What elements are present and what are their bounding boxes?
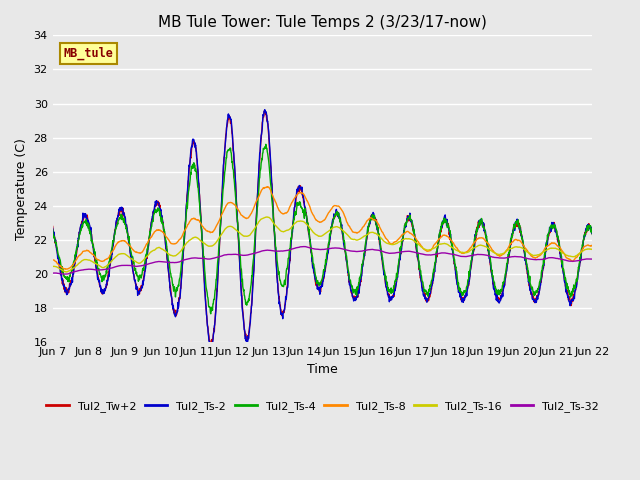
Tul2_Ts-32: [299, 244, 307, 250]
Tul2_Tw+2: [356, 278, 364, 284]
Tul2_Ts-32: [300, 244, 308, 250]
Tul2_Ts-16: [113, 253, 120, 259]
Tul2_Tw+2: [589, 231, 596, 237]
Tul2_Ts-2: [356, 277, 364, 283]
Line: Tul2_Ts-2: Tul2_Ts-2: [52, 109, 593, 349]
Tul2_Tw+2: [290, 217, 298, 223]
Line: Tul2_Tw+2: Tul2_Tw+2: [52, 111, 593, 345]
Tul2_Ts-2: [278, 312, 286, 318]
Tul2_Tw+2: [278, 311, 286, 317]
Tul2_Ts-4: [91, 251, 99, 257]
Tul2_Tw+2: [300, 194, 307, 200]
Tul2_Ts-4: [113, 223, 120, 229]
Tul2_Ts-4: [290, 218, 298, 224]
Tul2_Ts-32: [589, 256, 596, 262]
Tul2_Ts-16: [91, 260, 99, 266]
Tul2_Tw+2: [91, 252, 99, 258]
Line: Tul2_Ts-32: Tul2_Ts-32: [52, 247, 593, 274]
Tul2_Ts-16: [356, 236, 364, 241]
Tul2_Ts-2: [207, 346, 214, 352]
Tul2_Ts-8: [263, 184, 271, 190]
Tul2_Tw+2: [207, 342, 215, 348]
Tul2_Ts-8: [49, 257, 56, 263]
Tul2_Ts-4: [278, 283, 286, 289]
Tul2_Ts-2: [49, 226, 56, 231]
Tul2_Ts-8: [62, 266, 70, 272]
Tul2_Ts-8: [113, 241, 120, 247]
Tul2_Ts-32: [49, 270, 56, 276]
Tul2_Ts-4: [207, 311, 214, 317]
Line: Tul2_Ts-8: Tul2_Ts-8: [52, 187, 593, 269]
Tul2_Ts-16: [49, 264, 56, 269]
Tul2_Ts-2: [290, 213, 298, 219]
Text: MB_tule: MB_tule: [63, 47, 113, 60]
X-axis label: Time: Time: [307, 362, 338, 375]
Tul2_Ts-16: [589, 247, 596, 252]
Tul2_Tw+2: [260, 108, 268, 114]
Line: Tul2_Ts-4: Tul2_Ts-4: [52, 144, 593, 314]
Tul2_Ts-8: [91, 254, 99, 260]
Tul2_Ts-2: [113, 217, 120, 223]
Tul2_Ts-16: [264, 214, 271, 220]
Title: MB Tule Tower: Tule Temps 2 (3/23/17-now): MB Tule Tower: Tule Temps 2 (3/23/17-now…: [158, 15, 487, 30]
Tul2_Ts-2: [91, 253, 99, 259]
Tul2_Ts-4: [300, 207, 307, 213]
Tul2_Ts-8: [589, 242, 596, 248]
Tul2_Ts-16: [300, 219, 307, 225]
Tul2_Ts-32: [60, 271, 67, 277]
Tul2_Ts-32: [278, 248, 286, 254]
Tul2_Ts-2: [261, 107, 269, 112]
Tul2_Ts-32: [91, 267, 99, 273]
Tul2_Ts-8: [278, 211, 286, 216]
Tul2_Ts-8: [300, 191, 307, 197]
Legend: Tul2_Tw+2, Tul2_Ts-2, Tul2_Ts-4, Tul2_Ts-8, Tul2_Ts-16, Tul2_Ts-32: Tul2_Tw+2, Tul2_Ts-2, Tul2_Ts-4, Tul2_Ts…: [42, 397, 603, 417]
Tul2_Ts-8: [290, 197, 298, 203]
Line: Tul2_Ts-16: Tul2_Ts-16: [52, 217, 593, 272]
Tul2_Ts-4: [356, 274, 364, 279]
Y-axis label: Temperature (C): Temperature (C): [15, 138, 28, 240]
Tul2_Ts-32: [113, 264, 120, 269]
Tul2_Ts-8: [356, 228, 364, 233]
Tul2_Ts-2: [300, 192, 307, 198]
Tul2_Ts-4: [262, 142, 269, 147]
Tul2_Ts-4: [49, 227, 56, 233]
Tul2_Tw+2: [113, 219, 120, 225]
Tul2_Ts-4: [589, 231, 596, 237]
Tul2_Ts-16: [278, 228, 286, 234]
Tul2_Ts-16: [63, 269, 70, 275]
Tul2_Ts-32: [356, 249, 364, 254]
Tul2_Ts-16: [290, 222, 298, 228]
Tul2_Ts-2: [589, 230, 596, 236]
Tul2_Ts-32: [289, 246, 297, 252]
Tul2_Tw+2: [49, 224, 56, 229]
